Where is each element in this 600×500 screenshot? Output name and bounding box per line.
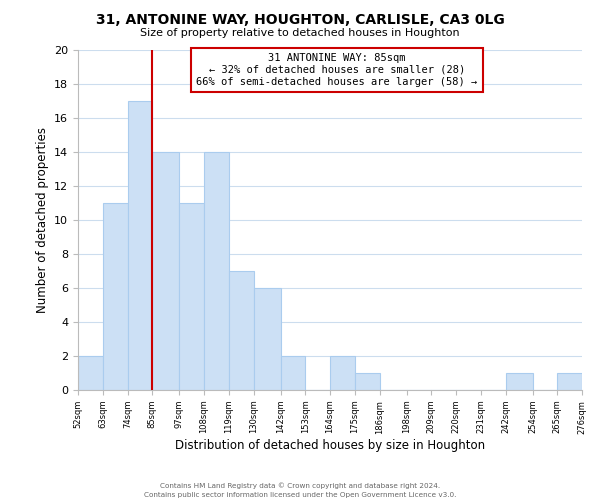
Bar (179, 203, 204, 390)
Text: 31 ANTONINE WAY: 85sqm
← 32% of detached houses are smaller (28)
66% of semi-det: 31 ANTONINE WAY: 85sqm ← 32% of detached… (196, 54, 478, 86)
Bar (355, 373, 380, 390)
Bar (505, 373, 533, 390)
Text: Size of property relative to detached houses in Houghton: Size of property relative to detached ho… (140, 28, 460, 38)
Bar (330, 356, 355, 390)
Bar (103, 203, 128, 390)
X-axis label: Distribution of detached houses by size in Houghton: Distribution of detached houses by size … (175, 439, 485, 452)
Text: 31, ANTONINE WAY, HOUGHTON, CARLISLE, CA3 0LG: 31, ANTONINE WAY, HOUGHTON, CARLISLE, CA… (95, 12, 505, 26)
Text: Contains HM Land Registry data © Crown copyright and database right 2024.: Contains HM Land Registry data © Crown c… (160, 482, 440, 489)
Bar (78, 356, 103, 390)
Bar (557, 373, 582, 390)
Bar (204, 152, 229, 390)
Y-axis label: Number of detached properties: Number of detached properties (35, 127, 49, 313)
Bar (254, 288, 281, 390)
Bar (152, 152, 179, 390)
Text: Contains public sector information licensed under the Open Government Licence v3: Contains public sector information licen… (144, 492, 456, 498)
Bar (128, 101, 152, 390)
Bar (229, 271, 254, 390)
Bar (281, 356, 305, 390)
